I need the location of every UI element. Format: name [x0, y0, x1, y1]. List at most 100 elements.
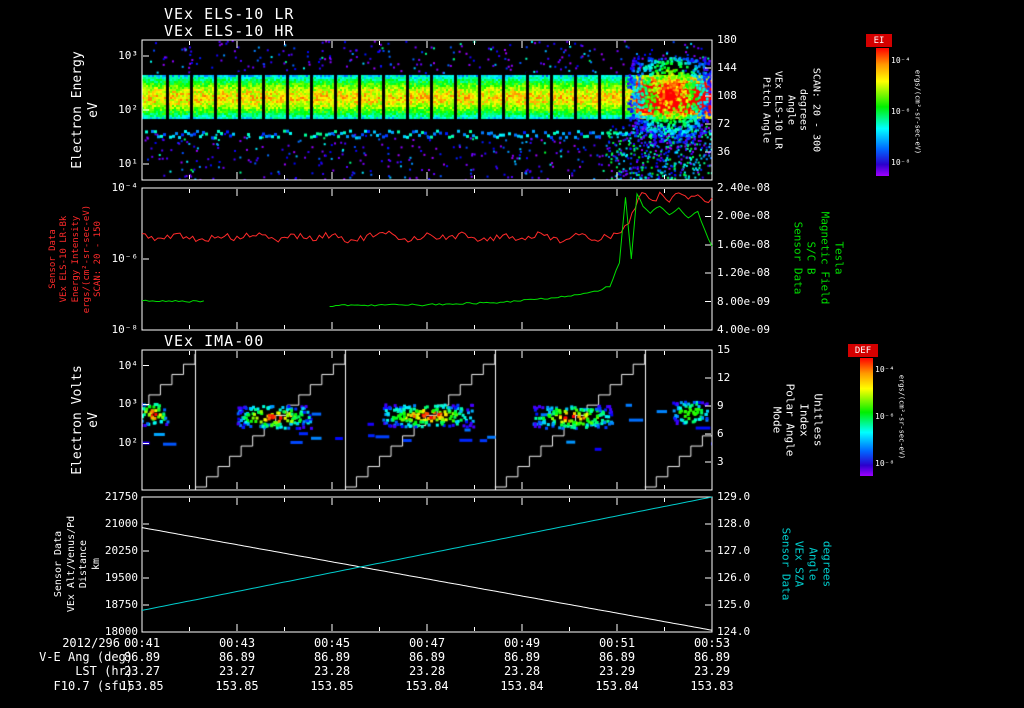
ei-colorbar-tag: EI	[866, 34, 892, 47]
panel1-right-axis-label: Pitch Angle VEx ELS-10 LR Angle degrees SCAN…	[759, 67, 822, 153]
table-value: 86.89	[598, 650, 636, 664]
table-value: 86.89	[693, 650, 731, 664]
table-value: 23.28	[503, 664, 541, 678]
table-value: 23.27	[123, 664, 161, 678]
axis-label-line: SCAN: 20 - 300	[810, 67, 822, 153]
axis-tick-label: 18000	[104, 625, 138, 638]
table-value: 23.29	[693, 664, 731, 678]
axis-label-line: Angle	[785, 94, 797, 126]
axis-tick-label: 128.0	[717, 517, 751, 530]
panel4-right-axis-label: Sensor Data VEx SZA Angle degrees	[779, 527, 834, 601]
axis-tick-label: 108	[717, 89, 737, 102]
axis-label-line: VEx Alt/Venus/Pd	[65, 515, 77, 613]
axis-tick-label: 10⁻⁶	[111, 252, 139, 265]
def-colorbar-tag: DEF	[848, 344, 878, 357]
time-tick-label: 00:45	[313, 636, 351, 650]
table-value: 153.83	[690, 679, 734, 693]
date-label: 2012/296	[62, 636, 120, 650]
table-row-label: V-E Ang (deg)	[39, 650, 133, 664]
axis-tick-label: 6	[717, 427, 724, 440]
time-tick-label: 00:53	[693, 636, 731, 650]
axis-label-line: Index	[797, 403, 811, 437]
axis-label-line: Energy Intensity	[70, 215, 81, 303]
table-row-label: F10.7 (sfu)	[53, 679, 133, 693]
time-tick-label: 00:49	[503, 636, 541, 650]
axis-tick-label: 10⁴	[118, 359, 138, 372]
table-value: 153.84	[595, 679, 639, 693]
axis-label-line: VEx SZA	[793, 540, 806, 588]
axis-tick-label: 129.0	[717, 490, 751, 503]
axis-label-line: Unitless	[811, 393, 825, 447]
axis-label-line: Electron Volts	[69, 365, 85, 475]
axis-tick-label: 126.0	[717, 571, 751, 584]
axis-tick-label: 10³	[118, 49, 138, 62]
panel1-title-line1: VEx ELS-10 LR	[164, 5, 295, 23]
def-colorbar	[860, 358, 873, 476]
axis-tick-label: 180	[717, 33, 737, 46]
table-value: 23.27	[218, 664, 256, 678]
time-tick-label: 00:43	[218, 636, 256, 650]
table-value: 153.85	[310, 679, 354, 693]
panel3-right-axis-label: Mode Polar Angle Index Unitless	[770, 383, 825, 457]
axis-tick-label: 19500	[104, 571, 138, 584]
axis-tick-label: 18750	[104, 598, 138, 611]
table-value: 23.29	[598, 664, 636, 678]
axis-tick-label: 3	[717, 455, 724, 468]
table-value: 86.89	[313, 650, 351, 664]
axis-label-line: Tesla	[832, 241, 846, 275]
time-tick-label: 00:51	[598, 636, 636, 650]
axis-tick-label: 1.60e-08	[717, 238, 770, 251]
panel-frame	[141, 187, 713, 331]
axis-label-line: Sensor Data	[791, 221, 805, 295]
time-tick-label: 00:47	[408, 636, 446, 650]
energy-intensity-line	[141, 191, 713, 244]
axis-tick-label: 10⁻⁴	[111, 181, 139, 194]
magnetic-field-line	[329, 192, 713, 307]
axis-tick-label: 125.0	[717, 598, 751, 611]
table-value: 86.89	[503, 650, 541, 664]
axis-tick-label: 2.00e-08	[717, 209, 770, 222]
axis-label-line: eV	[86, 412, 101, 428]
axis-tick-label: 10¹	[118, 157, 138, 170]
table-value: 86.89	[123, 650, 161, 664]
magnetic-field-line	[141, 299, 204, 303]
colorbar-tick-label: 10⁻⁶	[875, 412, 895, 421]
axis-tick-label: 9	[717, 399, 724, 412]
colorbar-tick-label: 10⁻⁴	[891, 56, 911, 65]
table-value: 153.85	[215, 679, 259, 693]
table-value: 153.84	[405, 679, 449, 693]
panel3-left-axis-label: Electron Volts eV	[70, 365, 103, 475]
table-value: 86.89	[408, 650, 446, 664]
axis-label-line: VEx ELS-10 LR	[772, 70, 784, 150]
axis-tick-label: 4.00e-09	[717, 323, 770, 336]
table-row-label: LST (hr)	[75, 664, 133, 678]
panel3-title: VEx IMA-00	[164, 332, 265, 350]
axis-label-line: Sensor Data	[779, 527, 793, 601]
axis-tick-label: 12	[717, 371, 731, 384]
axis-label-line: Angle	[806, 547, 820, 581]
table-value: 23.28	[408, 664, 446, 678]
axis-tick-label: 10²	[118, 103, 138, 116]
axis-label-line: degrees	[820, 540, 834, 588]
table-value: 86.89	[218, 650, 256, 664]
panel-frame	[141, 496, 713, 633]
axis-label-line: Pitch Angle	[760, 76, 772, 144]
table-value: 153.85	[120, 679, 164, 693]
axis-label-line: Electron Energy	[69, 51, 85, 169]
table-value: 23.28	[313, 664, 351, 678]
colorbar-tick-label: 10⁻⁸	[875, 459, 895, 468]
panel2-right-axis-label: Sensor Data S/C B Magnetic Field Tesla	[791, 212, 846, 305]
table-value: 153.84	[500, 679, 544, 693]
axis-tick-label: 20250	[104, 544, 138, 557]
ei-colorbar	[876, 48, 889, 176]
axis-label-line: Polar Angle	[784, 383, 797, 457]
els-spectrogram	[142, 40, 712, 180]
axis-label-line: degrees	[797, 88, 809, 132]
axis-tick-label: 8.00e-09	[717, 295, 770, 308]
altitude-line	[141, 527, 713, 631]
colorbar-tick-label: 10⁻⁴	[875, 365, 895, 374]
axis-label-line: Sensor Data	[47, 229, 58, 289]
axis-label-line: S/C B	[805, 241, 818, 275]
axis-tick-label: 2.40e-08	[717, 181, 770, 194]
